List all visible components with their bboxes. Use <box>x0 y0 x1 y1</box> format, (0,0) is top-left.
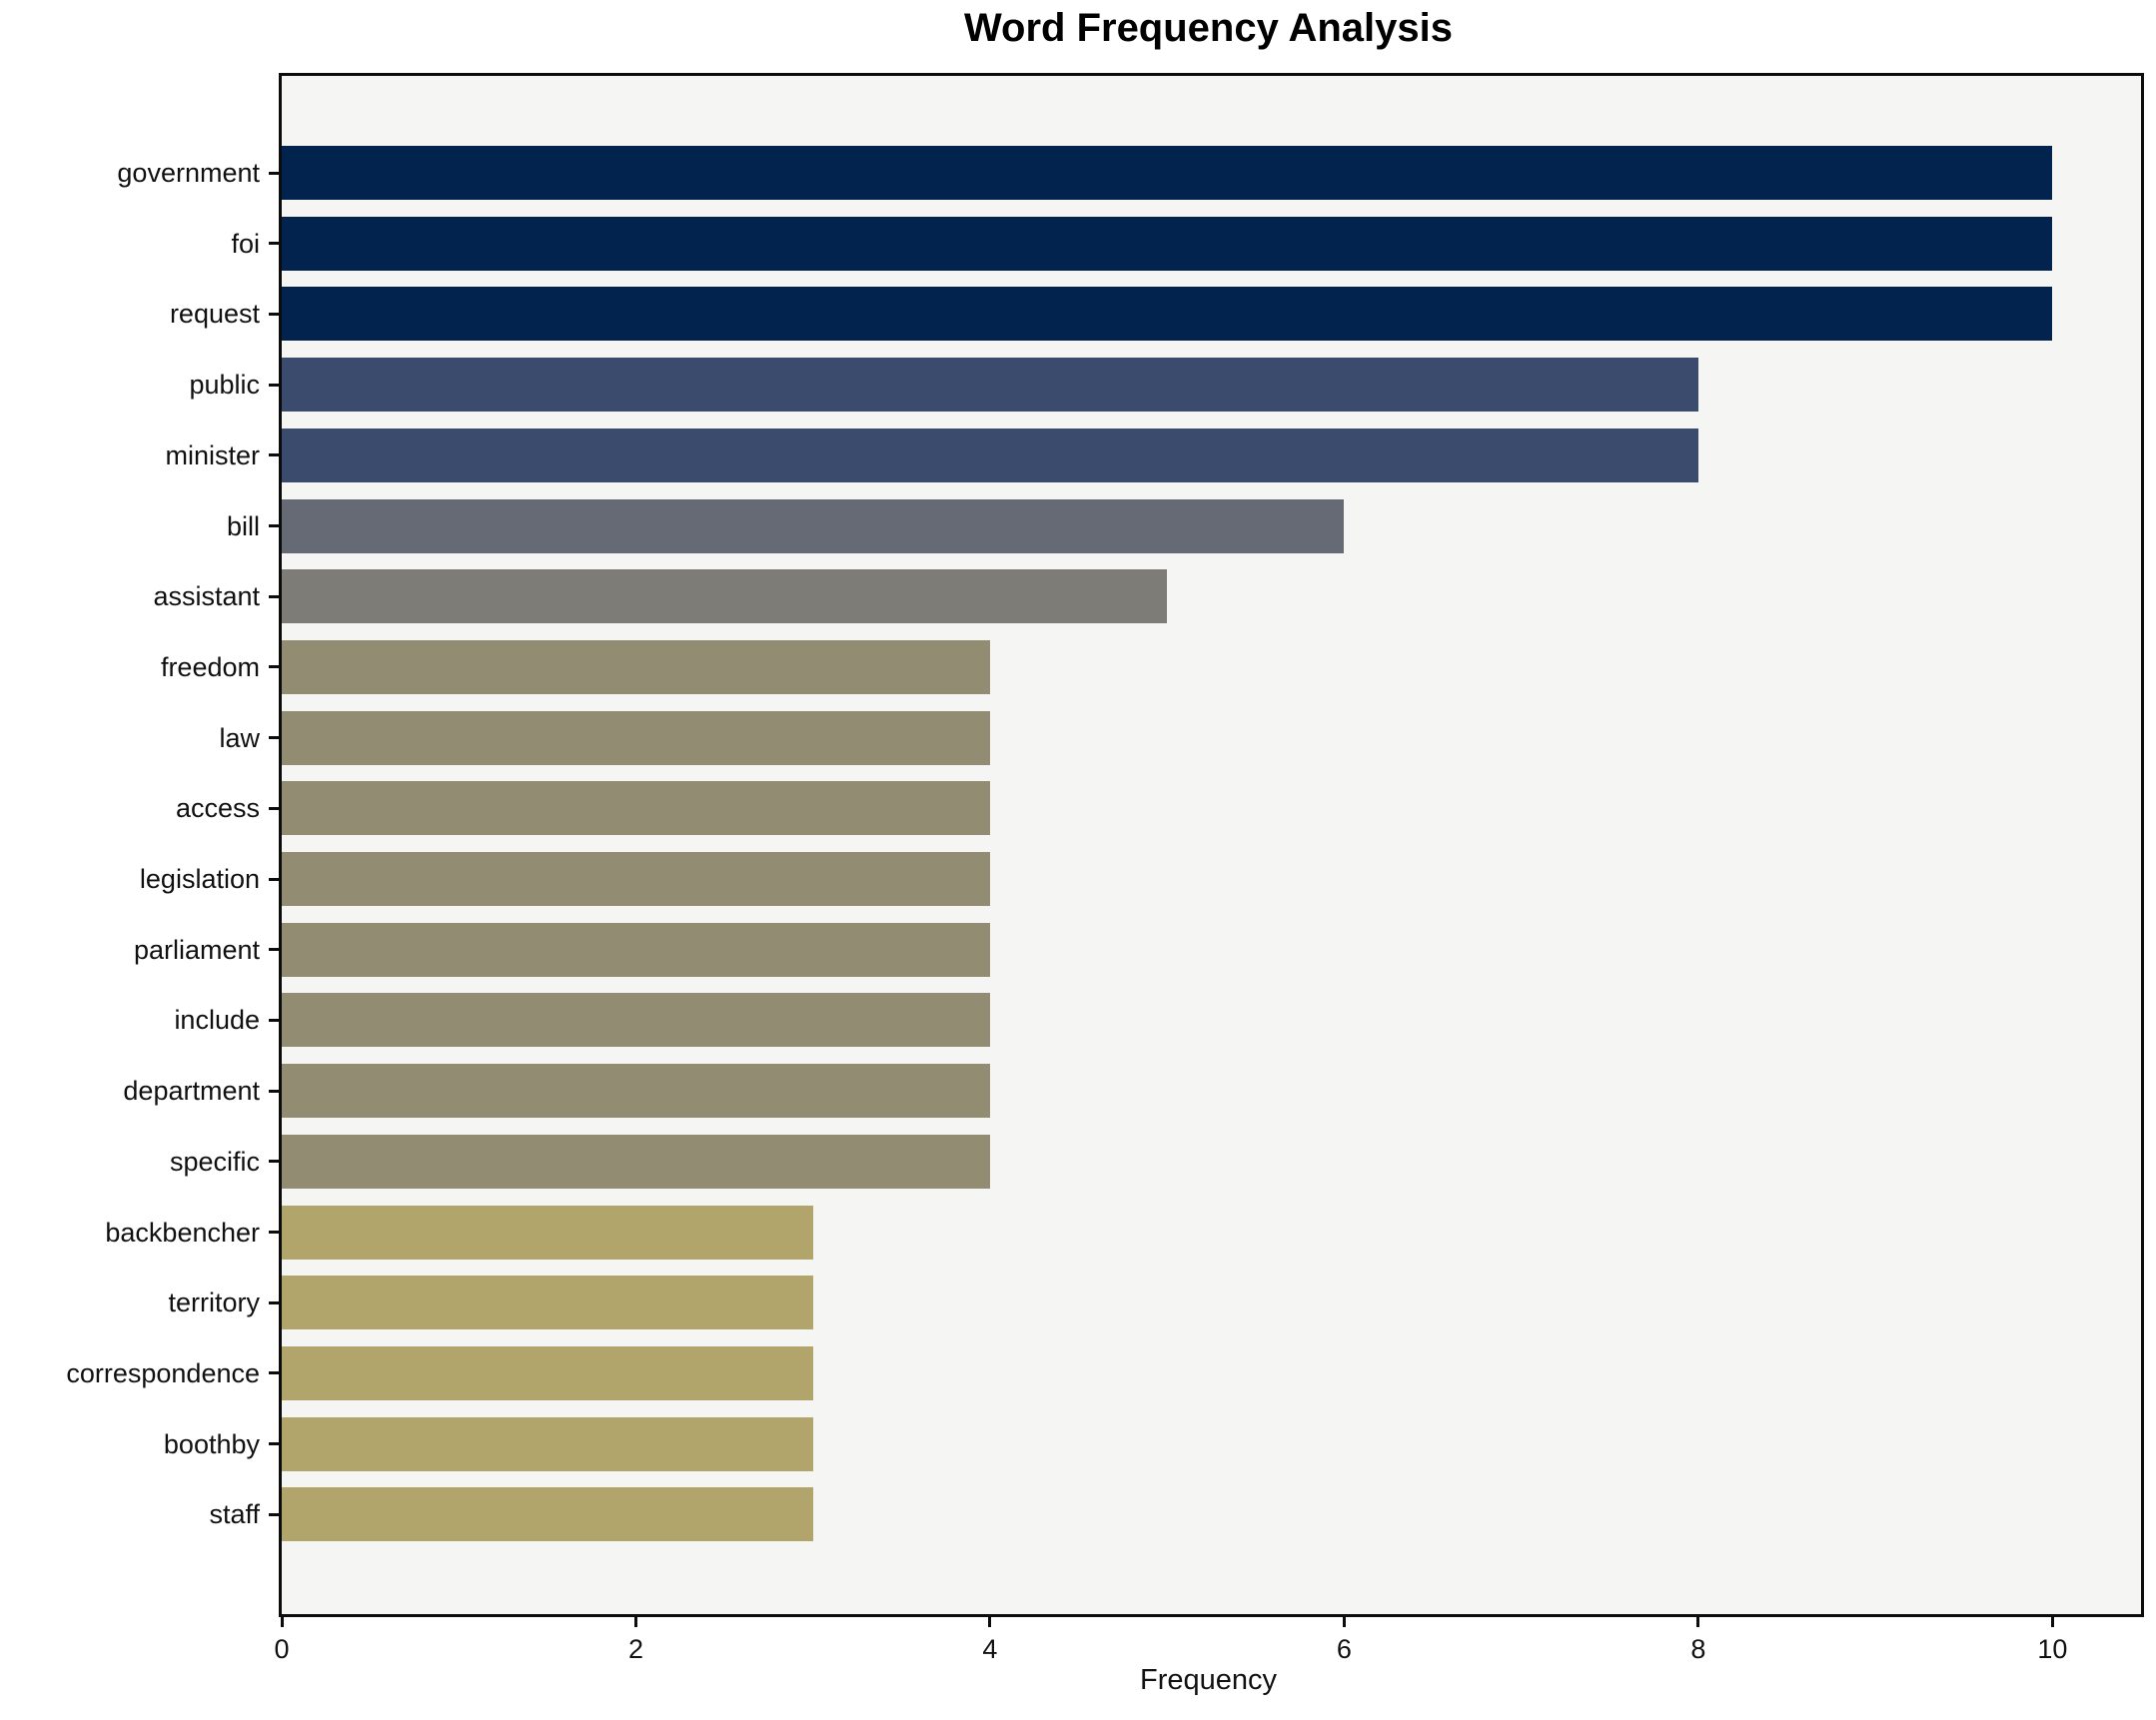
x-tick-mark <box>1696 1614 1700 1627</box>
bar-foi <box>282 216 2053 271</box>
y-tick-label-territory: territory <box>168 1288 260 1318</box>
x-tick-mark <box>633 1614 637 1627</box>
bar-minister <box>282 428 1698 482</box>
x-axis-label: Frequency <box>1139 1664 1277 1696</box>
y-tick-label-government: government <box>117 158 260 188</box>
bar-staff <box>282 1487 813 1542</box>
bar-territory <box>282 1276 813 1330</box>
y-tick-label-backbencher: backbencher <box>105 1217 260 1248</box>
y-tick-label-request: request <box>169 299 260 330</box>
y-tick-mark <box>269 1371 282 1375</box>
x-tick-mark <box>988 1614 992 1627</box>
y-tick-mark <box>269 1512 282 1516</box>
y-tick-label-department: department <box>123 1076 260 1107</box>
y-tick-label-bill: bill <box>226 510 260 541</box>
bar-assistant <box>282 569 1168 624</box>
y-tick-mark <box>269 1300 282 1304</box>
y-tick-mark <box>269 1231 282 1234</box>
y-tick-label-include: include <box>174 1005 260 1036</box>
x-tick-mark <box>1342 1614 1346 1627</box>
x-tick-mark <box>280 1614 284 1627</box>
bar-public <box>282 358 1698 413</box>
y-tick-mark <box>269 1089 282 1093</box>
bar-correspondence <box>282 1345 813 1400</box>
x-tick-label-0: 0 <box>274 1634 290 1664</box>
chart-title: Word Frequency Analysis <box>963 6 1454 50</box>
plot-area: government foi request public minister bill as… <box>66 73 2144 1664</box>
y-tick-label-legislation: legislation <box>139 864 260 894</box>
bar-include <box>282 993 990 1048</box>
bar-specific <box>282 1134 990 1189</box>
x-tick-label-2: 2 <box>627 1634 643 1664</box>
x-tick-label-10: 10 <box>2037 1634 2068 1664</box>
x-tick-label-8: 8 <box>1690 1634 1706 1664</box>
y-tick-label-foi: foi <box>231 228 260 259</box>
y-tick-mark <box>269 171 282 175</box>
y-tick-mark <box>269 594 282 598</box>
y-tick-label-freedom: freedom <box>160 651 260 682</box>
bar-legislation <box>282 852 990 906</box>
bar-backbencher <box>282 1205 813 1260</box>
y-tick-mark <box>269 312 282 316</box>
bar-law <box>282 710 990 765</box>
y-tick-mark <box>269 383 282 387</box>
x-tick-label-4: 4 <box>982 1634 998 1664</box>
y-tick-mark <box>269 242 282 246</box>
y-tick-label-law: law <box>219 722 260 753</box>
bar-access <box>282 781 990 836</box>
y-tick-label-parliament: parliament <box>133 934 260 965</box>
bar-request <box>282 287 2053 342</box>
bar-government <box>282 146 2053 200</box>
bar-boothby <box>282 1416 813 1471</box>
y-tick-label-correspondence: correspondence <box>66 1357 260 1388</box>
bar-bill <box>282 498 1345 553</box>
y-tick-mark <box>269 524 282 527</box>
y-tick-label-staff: staff <box>209 1499 260 1530</box>
bar-freedom <box>282 639 990 694</box>
bar-parliament <box>282 922 990 977</box>
y-tick-label-public: public <box>189 370 260 401</box>
x-tick-mark <box>2050 1614 2054 1627</box>
y-tick-label-assistant: assistant <box>153 581 260 612</box>
y-tick-label-specific: specific <box>169 1146 260 1177</box>
bar-department <box>282 1064 990 1119</box>
y-tick-mark <box>269 665 282 669</box>
y-tick-mark <box>269 948 282 952</box>
y-tick-mark <box>269 877 282 881</box>
y-tick-mark <box>269 1018 282 1022</box>
y-tick-label-minister: minister <box>165 439 260 470</box>
y-tick-mark <box>269 453 282 457</box>
x-tick-label-6: 6 <box>1336 1634 1352 1664</box>
y-tick-mark <box>269 1160 282 1164</box>
y-tick-mark <box>269 806 282 810</box>
y-tick-label-boothby: boothby <box>163 1428 260 1459</box>
y-tick-label-access: access <box>175 793 260 824</box>
y-tick-mark <box>269 1442 282 1446</box>
y-tick-mark <box>269 736 282 740</box>
